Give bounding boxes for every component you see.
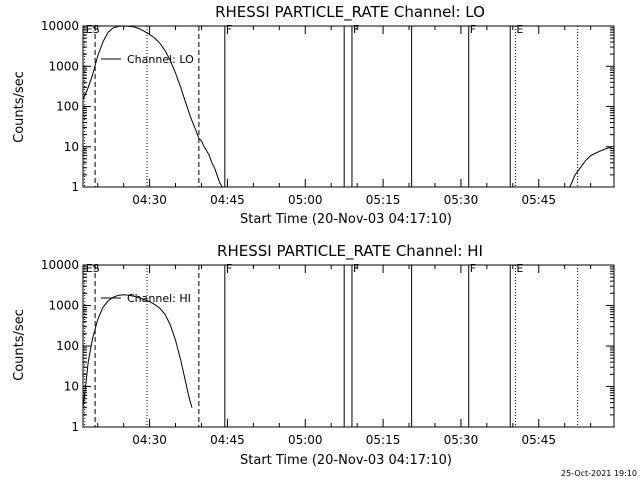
series-line-hi	[82, 294, 193, 408]
event-marker-label: F	[470, 23, 476, 36]
y-axis-label-lo: Counts/sec	[12, 71, 27, 143]
chart-title-hi: RHESSI PARTICLE_RATE Channel: HI	[217, 242, 483, 261]
event-marker-label: E	[516, 23, 523, 36]
event-marker-label: E	[516, 262, 523, 275]
legend-label-hi: Channel: HI	[127, 292, 191, 305]
y-tick-label: 10000	[41, 258, 79, 272]
x-axis-label-lo: Start Time (20-Nov-03 04:17:10)	[240, 212, 452, 227]
y-tick-label: 100	[56, 100, 79, 114]
event-marker-label: F	[353, 262, 359, 275]
timestamp-footer: 25-Oct-2021 19:10	[561, 469, 637, 478]
event-marker-label: F	[226, 262, 232, 275]
x-tick-label: 05:45	[521, 193, 556, 207]
x-tick-label: 05:30	[444, 433, 479, 447]
event-marker-label: F	[353, 23, 359, 36]
y-tick-label: 1	[71, 420, 79, 434]
y-axis-label-hi: Counts/sec	[12, 309, 27, 381]
event-marker-label: ES	[86, 23, 100, 36]
event-marker-label: ES	[86, 262, 100, 275]
y-tick-label: 10	[64, 140, 79, 154]
y-tick-label: 100	[56, 339, 79, 353]
x-tick-label: 04:30	[132, 433, 167, 447]
series-line-lo	[569, 147, 613, 188]
y-tick-label: 1	[71, 180, 79, 194]
x-axis-label-hi: Start Time (20-Nov-03 04:17:10)	[240, 453, 452, 468]
x-tick-label: 05:15	[366, 433, 401, 447]
x-tick-label: 05:45	[521, 433, 556, 447]
series-line-lo	[82, 25, 223, 188]
chart-title-lo: RHESSI PARTICLE_RATE Channel: LO	[215, 3, 485, 22]
panel-lo: RHESSI PARTICLE_RATE Channel: LO Start T…	[12, 3, 615, 227]
y-tick-label: 10	[64, 380, 79, 394]
x-tick-label: 05:30	[444, 193, 479, 207]
panel-hi: RHESSI PARTICLE_RATE Channel: HI Start T…	[12, 242, 615, 468]
plot-frame-lo	[82, 25, 615, 188]
y-tick-label: 1000	[48, 299, 79, 313]
plot-frame-hi	[82, 264, 615, 428]
y-tick-label: 1000	[48, 59, 79, 73]
y-tick-label: 10000	[41, 19, 79, 33]
x-tick-label: 04:45	[210, 193, 245, 207]
event-marker-label: F	[226, 23, 232, 36]
event-marker-label: F	[470, 262, 476, 275]
x-tick-label: 05:00	[288, 433, 323, 447]
x-tick-label: 04:30	[132, 193, 167, 207]
x-tick-label: 04:45	[210, 433, 245, 447]
x-tick-label: 05:15	[366, 193, 401, 207]
x-tick-label: 05:00	[288, 193, 323, 207]
legend-label-lo: Channel: LO	[127, 53, 194, 66]
